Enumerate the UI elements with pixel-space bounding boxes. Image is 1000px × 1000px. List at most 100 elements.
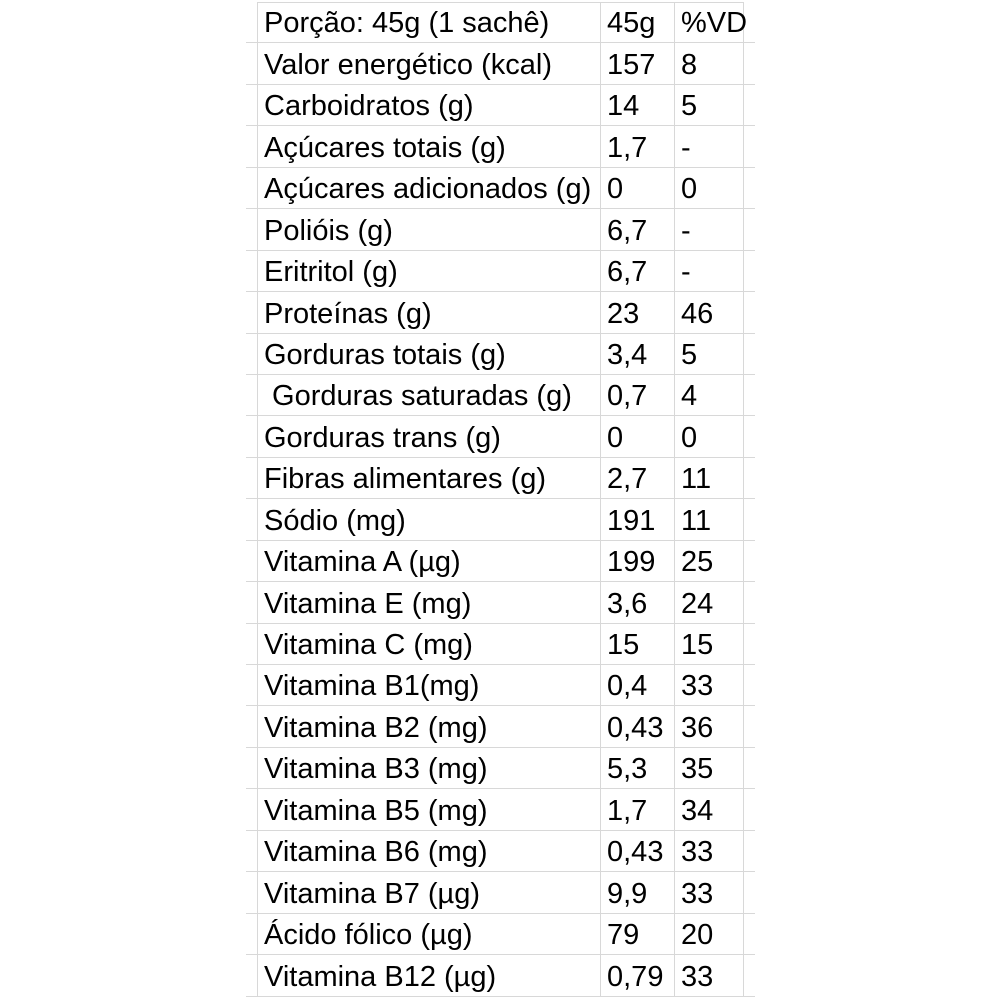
row-cells: Vitamina B5 (mg) 1,7 34 — [257, 789, 744, 830]
gridline-stub-right — [744, 2, 755, 42]
row-cells: Vitamina B7 (µg) 9,9 33 — [257, 872, 744, 913]
gridline-stub-right — [744, 458, 755, 498]
header-portion: Porção: 45g (1 sachê) — [257, 3, 600, 43]
table-row: Gorduras trans (g) 0 0 — [246, 416, 755, 458]
daily-value-percent: 33 — [674, 830, 744, 872]
gridline-stub-right — [744, 499, 755, 539]
gridline-stub-right — [744, 706, 755, 746]
table-row: Carboidratos (g) 14 5 — [246, 84, 755, 127]
table-header-row: Porção: 45g (1 sachê) 45g %VD — [246, 2, 755, 44]
gridline-stub-right — [744, 582, 755, 622]
amount-value: 2,7 — [600, 457, 674, 499]
daily-value-percent: - — [674, 209, 744, 250]
row-cells: Porção: 45g (1 sachê) 45g %VD — [257, 2, 747, 43]
table-row: Eritritol (g) 6,7 - — [246, 250, 755, 293]
row-cells: Gorduras trans (g) 0 0 — [257, 416, 744, 457]
table-row: Vitamina A (µg) 199 25 — [246, 540, 755, 583]
nutrient-label: Valor energético (kcal) — [257, 43, 600, 84]
gridline-stub-left — [246, 2, 257, 42]
row-cells: Vitamina B1(mg) 0,4 33 — [257, 665, 744, 706]
table-row: Açúcares adicionados (g) 0 0 — [246, 167, 755, 210]
gridline-stub-right — [744, 665, 755, 705]
row-cells: Vitamina C (mg) 15 15 — [257, 623, 744, 664]
row-cells: Vitamina B6 (mg) 0,43 33 — [257, 830, 744, 872]
gridline-stub-left — [246, 85, 257, 125]
amount-value: 157 — [600, 43, 674, 84]
gridline-stub-left — [246, 789, 257, 829]
row-cells: Vitamina B2 (mg) 0,43 36 — [257, 706, 744, 747]
gridline-stub-right — [744, 748, 755, 788]
daily-value-percent: - — [674, 250, 744, 292]
gridline-stub-left — [246, 375, 257, 415]
row-cells: Proteínas (g) 23 46 — [257, 292, 744, 333]
table-row: Vitamina B7 (µg) 9,9 33 — [246, 872, 755, 914]
gridline-stub-right — [744, 624, 755, 664]
row-cells: Ácido fólico (µg) 79 20 — [257, 913, 744, 955]
nutrient-label: Gorduras totais (g) — [257, 333, 600, 374]
amount-value: 0 — [600, 416, 674, 457]
amount-value: 3,4 — [600, 333, 674, 374]
amount-value: 199 — [600, 540, 674, 582]
gridline-stub-right — [744, 789, 755, 829]
gridline-stub-right — [744, 126, 755, 166]
row-cells: Vitamina A (µg) 199 25 — [257, 540, 744, 582]
nutrient-label: Vitamina C (mg) — [257, 623, 600, 664]
row-cells: Açúcares adicionados (g) 0 0 — [257, 167, 744, 209]
header-amount: 45g — [600, 3, 674, 43]
gridline-stub-left — [246, 831, 257, 871]
amount-value: 23 — [600, 292, 674, 333]
gridline-stub-left — [246, 914, 257, 954]
row-cells: Vitamina B12 (µg) 0,79 33 — [257, 955, 744, 996]
daily-value-percent: - — [674, 126, 744, 167]
gridline-stub-left — [246, 706, 257, 746]
daily-value-percent: 0 — [674, 416, 744, 457]
table-row: Vitamina B6 (mg) 0,43 33 — [246, 830, 755, 873]
nutrient-label: Gorduras trans (g) — [257, 416, 600, 457]
gridline-stub-right — [744, 914, 755, 954]
table-row: Vitamina C (mg) 15 15 — [246, 623, 755, 665]
daily-value-percent: 20 — [674, 913, 744, 955]
gridline-stub-right — [744, 85, 755, 125]
table-row: Fibras alimentares (g) 2,7 11 — [246, 457, 755, 500]
gridline-stub-left — [246, 665, 257, 705]
daily-value-percent: 8 — [674, 43, 744, 84]
amount-value: 3,6 — [600, 582, 674, 623]
gridline-stub-left — [246, 748, 257, 788]
nutrient-label: Eritritol (g) — [257, 250, 600, 292]
gridline-stub-left — [246, 872, 257, 912]
row-cells: Vitamina B3 (mg) 5,3 35 — [257, 747, 744, 789]
amount-value: 0,43 — [600, 830, 674, 872]
gridline-stub-right — [744, 955, 755, 995]
daily-value-percent: 11 — [674, 499, 744, 540]
gridline-stub-right — [744, 872, 755, 912]
row-cells: Fibras alimentares (g) 2,7 11 — [257, 457, 744, 499]
nutrient-label: Carboidratos (g) — [257, 84, 600, 126]
daily-value-percent: 34 — [674, 789, 744, 830]
gridline-stub-left — [246, 168, 257, 208]
row-cells: Sódio (mg) 191 11 — [257, 499, 744, 540]
daily-value-percent: 24 — [674, 582, 744, 623]
table-row: Sódio (mg) 191 11 — [246, 499, 755, 541]
gridline-stub-left — [246, 209, 257, 249]
amount-value: 0 — [600, 167, 674, 209]
daily-value-percent: 11 — [674, 457, 744, 499]
table-row: Ácido fólico (µg) 79 20 — [246, 913, 755, 956]
table-row: Vitamina B12 (µg) 0,79 33 — [246, 955, 755, 997]
nutrient-label: Vitamina B6 (mg) — [257, 830, 600, 872]
gridline-stub-left — [246, 955, 257, 995]
daily-value-percent: 46 — [674, 292, 744, 333]
nutrient-label: Vitamina B3 (mg) — [257, 747, 600, 789]
daily-value-percent: 5 — [674, 333, 744, 374]
table-row: Polióis (g) 6,7 - — [246, 209, 755, 251]
nutrient-label: Ácido fólico (µg) — [257, 913, 600, 955]
nutrient-label: Vitamina E (mg) — [257, 582, 600, 623]
gridline-stub-right — [744, 831, 755, 871]
daily-value-percent: 25 — [674, 540, 744, 582]
amount-value: 0,4 — [600, 665, 674, 706]
row-cells: Eritritol (g) 6,7 - — [257, 250, 744, 292]
gridline-stub-left — [246, 582, 257, 622]
gridline-stub-right — [744, 541, 755, 581]
nutrient-label: Açúcares totais (g) — [257, 126, 600, 167]
nutrient-label: Vitamina B1(mg) — [257, 665, 600, 706]
header-dv: %VD — [674, 3, 747, 43]
